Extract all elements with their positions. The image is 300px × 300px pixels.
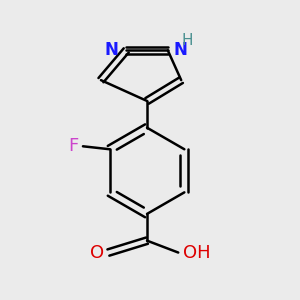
Text: H: H [182, 32, 193, 47]
Text: OH: OH [183, 244, 210, 262]
Text: N: N [105, 41, 119, 59]
Text: F: F [68, 137, 79, 155]
Text: N: N [174, 41, 188, 59]
Text: O: O [90, 244, 104, 262]
